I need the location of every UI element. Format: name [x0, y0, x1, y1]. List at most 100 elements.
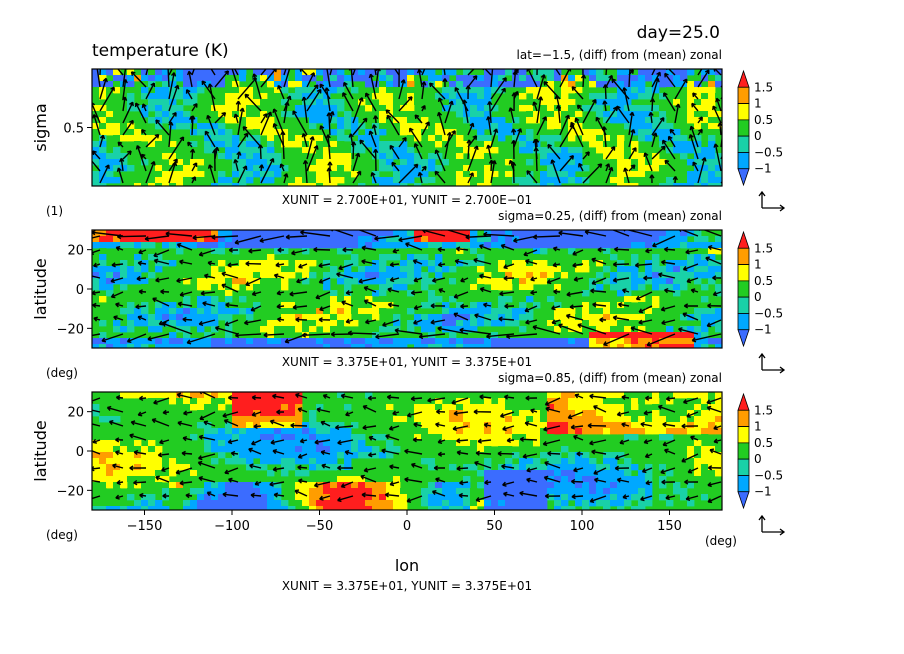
wind-vector	[283, 101, 290, 124]
wind-vector	[686, 277, 699, 284]
wind-vector	[330, 230, 354, 237]
wind-vector	[183, 410, 193, 416]
wind-vector	[570, 424, 584, 430]
wind-vector	[300, 230, 331, 237]
wind-vector	[99, 69, 102, 76]
wind-vector	[589, 439, 607, 446]
wind-vector	[526, 467, 538, 473]
wind-vector	[115, 494, 124, 500]
wind-vector	[165, 231, 193, 237]
wind-vector	[202, 301, 216, 307]
wind-vector	[712, 275, 722, 281]
wind-vector	[152, 297, 170, 307]
wind-vector	[605, 163, 611, 172]
colorbar-segment	[737, 168, 750, 187]
wind-vector	[99, 134, 106, 148]
wind-vector	[326, 112, 332, 136]
wind-vector	[551, 305, 561, 311]
wind-vector	[582, 163, 603, 184]
colorbar-tick-label: 0	[754, 452, 762, 466]
wind-vector	[177, 420, 193, 427]
wind-vector	[576, 104, 584, 112]
wind-vector	[572, 262, 584, 268]
wind-vector	[582, 151, 590, 160]
wind-vector	[276, 303, 285, 310]
colorbar-tick-label: −0.5	[754, 306, 783, 320]
colorbar-tick-label: 1	[754, 97, 762, 111]
wind-vector	[272, 393, 285, 400]
x-tick-label: −50	[306, 519, 333, 534]
wind-vector	[593, 467, 607, 475]
wind-vector	[544, 397, 561, 406]
wind-vector	[208, 69, 216, 76]
wind-vector	[720, 181, 722, 184]
wind-vector	[573, 434, 584, 441]
wind-vector	[669, 128, 676, 136]
wind-vector	[384, 492, 400, 498]
wind-vector	[709, 448, 722, 455]
wind-vector	[211, 234, 239, 240]
wind-vector	[573, 467, 584, 473]
wind-vector	[570, 478, 584, 485]
wind-vector	[559, 114, 570, 136]
wind-vector	[641, 467, 653, 474]
wind-vector	[544, 493, 561, 499]
wind-vector	[553, 289, 561, 295]
wind-vector	[179, 259, 193, 265]
wind-vector	[542, 439, 561, 447]
wind-vector	[566, 291, 584, 297]
wind-vector	[483, 422, 492, 428]
wind-vector	[276, 290, 285, 296]
wind-vector	[179, 291, 193, 297]
wind-vector	[692, 92, 699, 100]
wind-vector	[92, 235, 101, 239]
wind-vector	[263, 332, 285, 338]
wind-vector	[712, 291, 722, 297]
wind-vector	[554, 94, 561, 112]
wind-vector	[191, 69, 195, 76]
wind-vector	[161, 467, 170, 473]
y-tick-label: 20	[67, 244, 84, 259]
wind-vector	[92, 114, 101, 136]
colorbar-segment	[737, 392, 750, 411]
wind-vector	[601, 126, 608, 148]
unit-vector-arrows-icon	[758, 514, 786, 536]
panels: 0.5 sigma (1) lat=−1.5, (diff) from (mean) …	[31, 48, 786, 593]
wind-vector	[683, 303, 699, 309]
wind-vector	[685, 249, 699, 255]
wind-vector	[295, 316, 308, 323]
wind-vector	[413, 319, 423, 325]
wind-vector	[269, 481, 285, 487]
colorbar-tick-label: 0.5	[754, 274, 773, 288]
wind-vector	[406, 411, 423, 418]
wind-vector	[252, 73, 262, 100]
wind-vector	[398, 79, 406, 100]
wind-vector	[319, 495, 331, 501]
wind-vector	[551, 319, 561, 325]
wind-vector	[681, 423, 699, 429]
wind-vector	[410, 462, 423, 469]
unit-vector-arrows-icon	[758, 352, 786, 374]
wind-vector	[283, 69, 287, 76]
wind-vector	[645, 248, 653, 254]
wind-vector	[176, 242, 193, 251]
wind-vector	[519, 490, 538, 497]
wind-vector	[314, 439, 331, 445]
wind-vector	[199, 411, 216, 421]
wind-vector	[191, 102, 198, 112]
wind-vector	[413, 142, 423, 160]
wind-vector	[664, 287, 676, 294]
wind-vector	[707, 495, 722, 504]
wind-vector	[413, 422, 423, 428]
wind-vector	[340, 393, 354, 399]
colorbar: 1.5 1 0.5 0 −0.5 −1	[737, 69, 783, 187]
colorbar-tick-label: 0.5	[754, 113, 773, 127]
wind-vector	[115, 246, 124, 252]
wind-vector	[92, 275, 101, 279]
wind-vector	[207, 260, 216, 266]
wind-vector	[674, 78, 688, 100]
wind-vector	[394, 69, 400, 76]
wind-vector	[153, 397, 170, 405]
wind-vector	[198, 434, 216, 441]
wind-vector	[145, 69, 149, 76]
